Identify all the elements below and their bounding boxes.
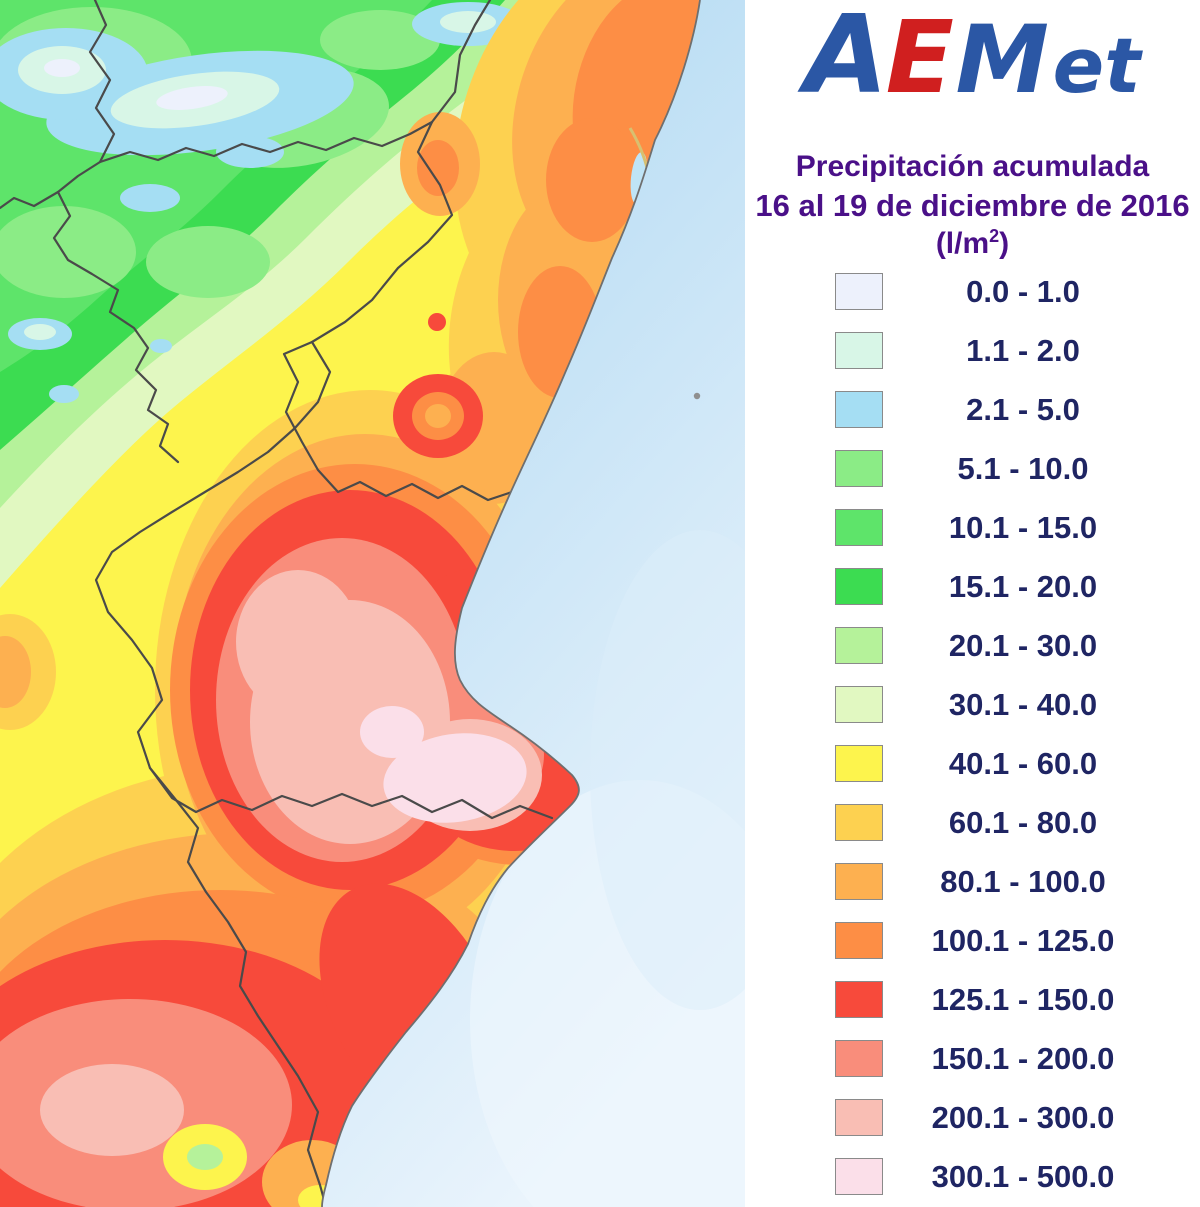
legend-color-swatch — [835, 686, 883, 723]
map-title-line2: 16 al 19 de diciembre de 2016 — [755, 188, 1190, 223]
legend-range-label: 5.1 - 10.0 — [957, 450, 1089, 486]
legend-item: 5.1 - 10.0 — [745, 450, 1200, 487]
legend-color-swatch — [835, 509, 883, 546]
logo-letter-m: M — [955, 6, 1050, 115]
zone-300-500 — [360, 706, 527, 823]
legend: 0.0 - 1.0 1.1 - 2.0 2.1 - 5.0 5.1 - 10.0… — [745, 273, 1200, 1195]
zone-ring-core-inner — [425, 404, 451, 428]
legend-range-label: 40.1 - 60.0 — [948, 745, 1098, 781]
coastline — [321, 0, 701, 1207]
legend-color-swatch — [835, 273, 883, 310]
legend-range-label: 0.0 - 1.0 — [966, 273, 1080, 309]
legend-item: 2.1 - 5.0 — [745, 391, 1200, 428]
legend-color-swatch — [835, 804, 883, 841]
legend-range-label: 1.1 - 2.0 — [966, 332, 1080, 368]
legend-item: 60.1 - 80.0 — [745, 804, 1200, 841]
legend-color-swatch — [835, 627, 883, 664]
legend-range-label: 100.1 - 125.0 — [931, 922, 1115, 958]
legend-range-label: 200.1 - 300.0 — [931, 1099, 1115, 1135]
legend-color-swatch — [835, 981, 883, 1018]
legend-range-label: 300.1 - 500.0 — [931, 1158, 1115, 1194]
island-dot — [693, 392, 701, 400]
legend-item: 10.1 - 15.0 — [745, 509, 1200, 546]
units-label: (l/m2) — [745, 226, 1200, 261]
precipitation-map — [0, 0, 745, 1207]
legend-range-label: 10.1 - 15.0 — [948, 509, 1098, 545]
logo-letter-a: A — [804, 0, 889, 118]
legend-range-label: 125.1 - 150.0 — [931, 981, 1115, 1017]
legend-item: 200.1 - 300.0 — [745, 1099, 1200, 1136]
units-superscript: 2 — [989, 226, 1000, 246]
legend-range-label: 2.1 - 5.0 — [966, 391, 1080, 427]
legend-color-swatch — [835, 450, 883, 487]
legend-range-label: 15.1 - 20.0 — [948, 568, 1098, 604]
legend-item: 150.1 - 200.0 — [745, 1040, 1200, 1077]
legend-range-label: 80.1 - 100.0 — [940, 863, 1106, 899]
units-suffix: ) — [999, 227, 1010, 260]
logo-letters-et: et — [1052, 21, 1141, 110]
logo-letter-e: E — [885, 0, 954, 116]
legend-color-swatch — [835, 745, 883, 782]
legend-item: 100.1 - 125.0 — [745, 922, 1200, 959]
admin-borders — [0, 0, 554, 1207]
legend-color-swatch — [835, 1040, 883, 1077]
legend-range-label: 150.1 - 200.0 — [931, 1040, 1115, 1076]
legend-item: 80.1 - 100.0 — [745, 863, 1200, 900]
legend-color-swatch — [835, 1099, 883, 1136]
legend-item: 20.1 - 30.0 — [745, 627, 1200, 664]
legend-item: 40.1 - 60.0 — [745, 745, 1200, 782]
legend-item: 1.1 - 2.0 — [745, 332, 1200, 369]
zone-0-1 — [44, 59, 228, 110]
south-green-spot — [187, 1144, 223, 1170]
legend-range-label: 20.1 - 30.0 — [948, 627, 1098, 663]
legend-color-swatch — [835, 1158, 883, 1195]
units-prefix: (l/m — [935, 227, 990, 260]
legend-item: 15.1 - 20.0 — [745, 568, 1200, 605]
map-svg — [0, 0, 745, 1207]
legend-color-swatch — [835, 922, 883, 959]
legend-color-swatch — [835, 391, 883, 428]
legend-color-swatch — [835, 863, 883, 900]
legend-item: 30.1 - 40.0 — [745, 686, 1200, 723]
info-panel: A E M et Precipitación acumulada 16 al 1… — [745, 0, 1200, 1207]
aemet-logo: A E M et — [745, 2, 1200, 110]
map-title-line1: Precipitación acumulada — [795, 150, 1150, 183]
legend-item: 0.0 - 1.0 — [745, 273, 1200, 310]
legend-range-label: 30.1 - 40.0 — [948, 686, 1098, 722]
legend-range-label: 60.1 - 80.0 — [948, 804, 1098, 840]
legend-item: 125.1 - 150.0 — [745, 981, 1200, 1018]
legend-color-swatch — [835, 332, 883, 369]
legend-item: 300.1 - 500.0 — [745, 1158, 1200, 1195]
legend-color-swatch — [835, 568, 883, 605]
